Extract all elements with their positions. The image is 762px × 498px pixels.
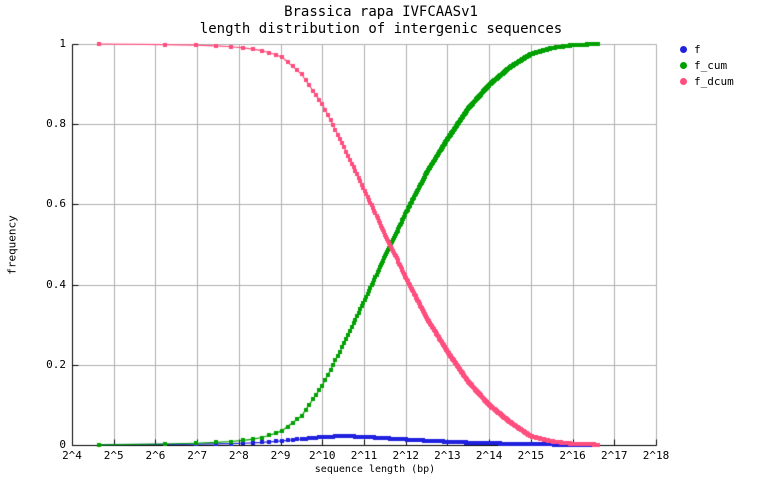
legend-label-f-cum: f_cum — [694, 58, 728, 72]
x-tick-label-2^6: 2^6 — [145, 449, 166, 462]
x-tick-label-2^15: 2^15 — [517, 449, 545, 462]
x-tick-label-2^4: 2^4 — [62, 449, 82, 462]
x-tick-label-2^10: 2^10 — [309, 449, 336, 462]
x-tick-label-2^8: 2^8 — [228, 449, 249, 462]
y-tick-label-0.2: 0.2 — [46, 357, 66, 371]
x-tick-label-2^18: 2^18 — [642, 449, 670, 462]
y-tick-label-0: 0 — [59, 438, 66, 451]
x-tick-label-2^5: 2^5 — [103, 449, 124, 462]
legend-marker-f-cum-icon — [680, 61, 687, 69]
legend-label-f-dcum: f_dcum — [694, 74, 734, 88]
x-tick-label-2^17: 2^17 — [601, 449, 628, 462]
legend-label-f: f — [694, 42, 701, 56]
legend-marker-f-dcum-icon — [680, 77, 687, 85]
y-tick-label-0.6: 0.6 — [46, 197, 66, 211]
x-tick-label-2^16: 2^16 — [559, 449, 586, 462]
x-tick-label-2^9: 2^9 — [270, 449, 291, 462]
y-axis-title: frequency — [5, 215, 19, 275]
x-axis-title: sequence length (bp) — [314, 464, 436, 475]
x-tick-label-2^11: 2^11 — [350, 449, 378, 462]
x-tick-label-2^7: 2^7 — [187, 449, 208, 462]
legend-item-f-cum: f_cum — [680, 57, 734, 73]
chart-subtitle: length distribution of intergenic sequen… — [199, 21, 563, 37]
legend-item-f: f — [680, 41, 734, 57]
y-tick-label-1: 1 — [59, 37, 66, 50]
y-tick-label-0.8: 0.8 — [46, 117, 66, 131]
x-tick-label-2^13: 2^13 — [434, 449, 461, 462]
chart-title: Brassica rapa IVFCAASv1 — [284, 4, 478, 20]
y-tick-label-0.4: 0.4 — [46, 277, 66, 291]
legend-marker-f-icon — [680, 45, 687, 53]
legend: f f_cum f_dcum — [680, 41, 734, 89]
legend-item-f-dcum: f_dcum — [680, 73, 734, 89]
x-tick-label-2^12: 2^12 — [392, 449, 419, 462]
x-tick-label-2^14: 2^14 — [475, 449, 503, 462]
